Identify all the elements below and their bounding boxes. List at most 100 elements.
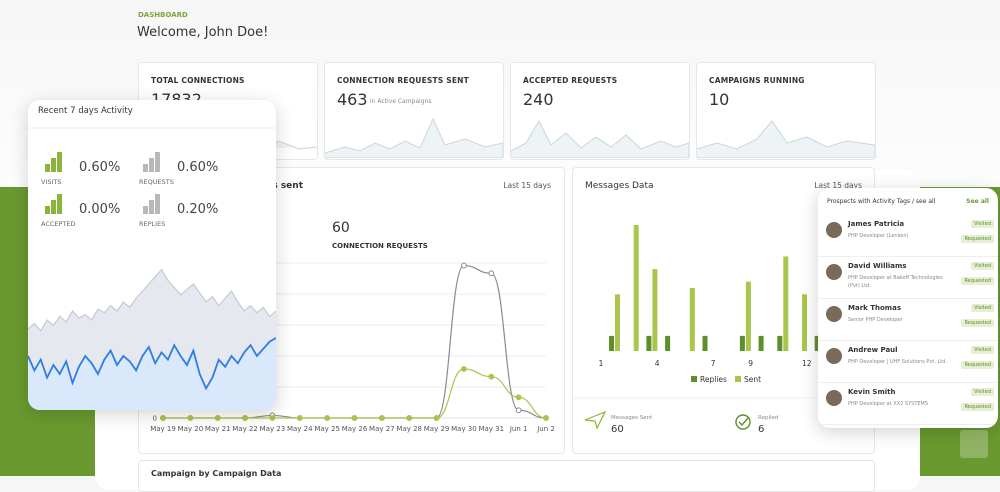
welcome: Welcome, John Doe! — [137, 25, 269, 40]
stat-value: 10 — [709, 90, 730, 109]
x-tick-label: May 25 — [314, 425, 340, 433]
prospect-name: Mark Thomas — [848, 304, 901, 312]
avatar — [826, 390, 842, 406]
area — [28, 338, 276, 410]
x-tick-label: May 22 — [232, 425, 258, 433]
metric-value: 0.20% — [177, 202, 218, 217]
avatar — [826, 222, 842, 238]
card-title: Recent 7 days Activity — [38, 106, 133, 116]
point — [488, 373, 495, 380]
x-tick-label: 9 — [748, 359, 753, 368]
check — [738, 417, 749, 427]
panel-title: Campaign by Campaign Data — [151, 469, 282, 478]
point — [433, 415, 440, 421]
tag: Visited — [971, 220, 994, 228]
point — [515, 407, 522, 414]
x-tick-label: May 26 — [342, 425, 368, 433]
tag: Visited — [971, 388, 994, 396]
metric-icon — [149, 158, 154, 172]
bar — [615, 294, 620, 351]
tag: Requested — [961, 235, 994, 243]
metric-icon — [155, 152, 160, 172]
metric-icon — [143, 164, 148, 172]
metric-icon — [45, 206, 50, 214]
tag: Requested — [961, 319, 994, 327]
metric-icon — [57, 152, 62, 172]
prospect-role: PHP Developer (Lenken) — [848, 233, 909, 239]
metric-value: 0.00% — [79, 202, 120, 217]
prospect-row: Mark Thomas Senior PHP Developer Visited Re… — [818, 298, 998, 341]
see-all-link[interactable]: See all — [966, 198, 989, 205]
prospect-row: Kevin Smith PHP Developer at XX2 SYSTEMS V… — [818, 382, 998, 425]
metric-icon — [57, 194, 62, 214]
bar — [745, 281, 751, 351]
bar — [758, 335, 764, 351]
stat-label: TOTAL CONNECTIONS — [151, 76, 245, 85]
x-tick-label: May 28 — [396, 425, 422, 433]
point — [160, 415, 166, 421]
x-tick-label: May 23 — [260, 425, 286, 433]
avatar — [826, 264, 842, 280]
bar — [609, 335, 614, 351]
point — [214, 415, 221, 421]
bar — [702, 335, 708, 351]
card-title: Prospects with Activity Tags / see all — [827, 198, 936, 205]
prospect-role: PHP Developer | UHF Solutions Pvt. Ltd. — [848, 359, 948, 365]
avatar — [826, 306, 842, 322]
point — [515, 394, 522, 401]
x-tick-label: May 31 — [478, 425, 504, 433]
replied-value: 6 — [758, 424, 764, 435]
metric-label: REQUESTS — [139, 178, 174, 186]
tag: Visited — [971, 304, 994, 312]
stat-label: CAMPAIGNS RUNNING — [709, 76, 805, 85]
replied-icon — [735, 414, 751, 430]
tag: Requested — [961, 403, 994, 411]
tag: Requested — [961, 277, 994, 285]
send-icon — [584, 410, 607, 430]
point — [488, 270, 495, 277]
x-tick-label: May 19 — [150, 425, 176, 433]
bar — [633, 225, 639, 351]
bar — [783, 256, 789, 351]
panel-period: Last 15 days — [814, 181, 862, 190]
bar — [802, 294, 807, 351]
bar — [739, 335, 745, 351]
tag: Visited — [971, 262, 994, 270]
prospect-name: Kevin Smith — [848, 388, 896, 396]
x-tick-label: May 29 — [424, 425, 450, 433]
total-label: CONNECTION REQUESTS — [332, 242, 428, 250]
bar — [646, 335, 652, 351]
legend-swatch — [735, 376, 741, 382]
stat-label: ACCEPTED REQUESTS — [523, 76, 618, 85]
stat-card: CONNECTION REQUESTS SENT 463 in Active C… — [324, 62, 504, 160]
line — [28, 337, 276, 391]
legend-swatch — [691, 376, 697, 382]
bar — [814, 335, 820, 351]
x-tick-label: 12 — [802, 359, 812, 368]
point — [461, 262, 467, 269]
prospect-row: David Williams PHP Developer at Bakoff Te… — [818, 256, 998, 299]
metric-icon — [45, 164, 50, 172]
stat-note: in Active Campaigns — [370, 98, 432, 105]
metric-value: 0.60% — [79, 160, 120, 175]
stat-card: ACCEPTED REQUESTS 240 — [510, 62, 690, 160]
stat-card: CAMPAIGNS RUNNING 10 — [696, 62, 876, 160]
line — [28, 268, 276, 332]
bar — [652, 269, 658, 351]
sent-value: 60 — [611, 424, 624, 435]
legend-label: Replies — [700, 375, 727, 384]
x-tick-label: 1 — [599, 359, 604, 368]
y-tick-label: 0 — [153, 415, 157, 423]
prospect-row: Andrew Paul PHP Developer | UHF Solutions… — [818, 340, 998, 383]
tag: Visited — [971, 346, 994, 354]
stat-label: CONNECTION REQUESTS SENT — [337, 76, 469, 85]
replied-label: Replied — [758, 415, 778, 421]
bar — [665, 335, 671, 351]
scroll-top-button[interactable] — [960, 430, 988, 458]
prospect-name: David Williams — [848, 262, 907, 270]
prospect-name: Andrew Paul — [848, 346, 898, 354]
metric-icon — [143, 206, 148, 214]
prospects-card: Prospects with Activity Tags / see all S… — [818, 188, 998, 428]
